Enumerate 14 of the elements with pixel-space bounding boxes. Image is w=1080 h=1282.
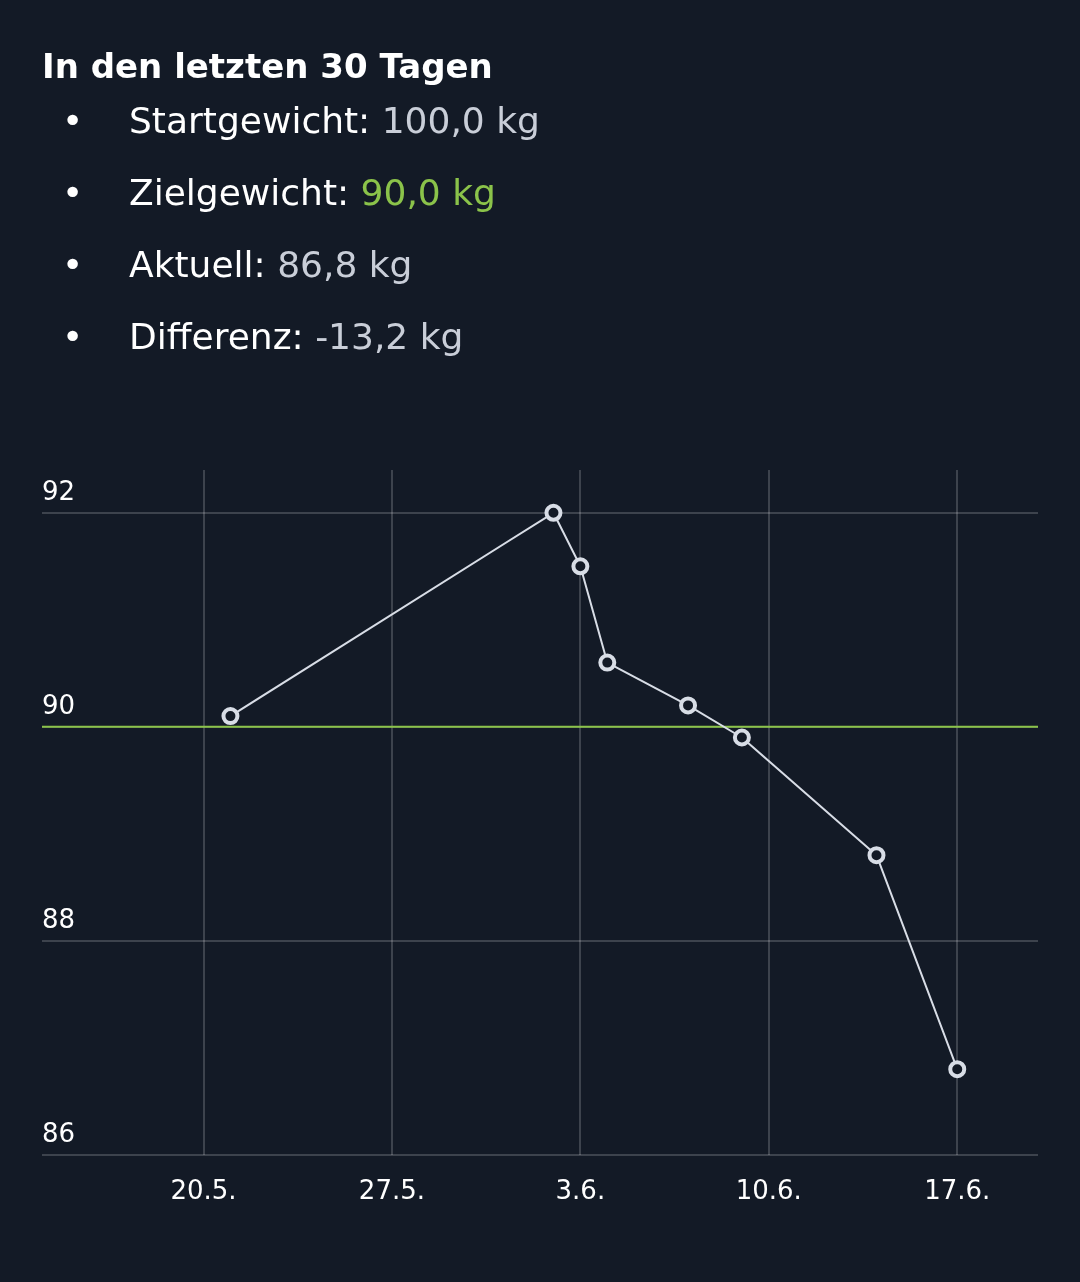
- y-tick-label: 88: [42, 903, 76, 934]
- y-tick-label: 92: [42, 475, 76, 506]
- text: • Zielgewicht: 90,0 kg: [62, 172, 496, 213]
- y-tick-label: 86: [42, 1117, 76, 1148]
- x-tick-label: 20.5.: [170, 1175, 237, 1206]
- x-tick-label: 3.6.: [555, 1175, 606, 1206]
- text: • Startgewicht: 100,0 kg: [62, 100, 540, 141]
- y-tick-label: 90: [42, 689, 76, 720]
- text: • Differenz: -13,2 kg: [62, 316, 464, 357]
- x-tick-label: 10.6.: [735, 1175, 802, 1206]
- x-tick-label: 27.5.: [358, 1175, 426, 1206]
- chart-title: In den letzten 30 Tagen: [42, 46, 493, 86]
- text: • Aktuell: 86,8 kg: [62, 244, 413, 285]
- x-tick-label: 17.6.: [924, 1175, 991, 1206]
